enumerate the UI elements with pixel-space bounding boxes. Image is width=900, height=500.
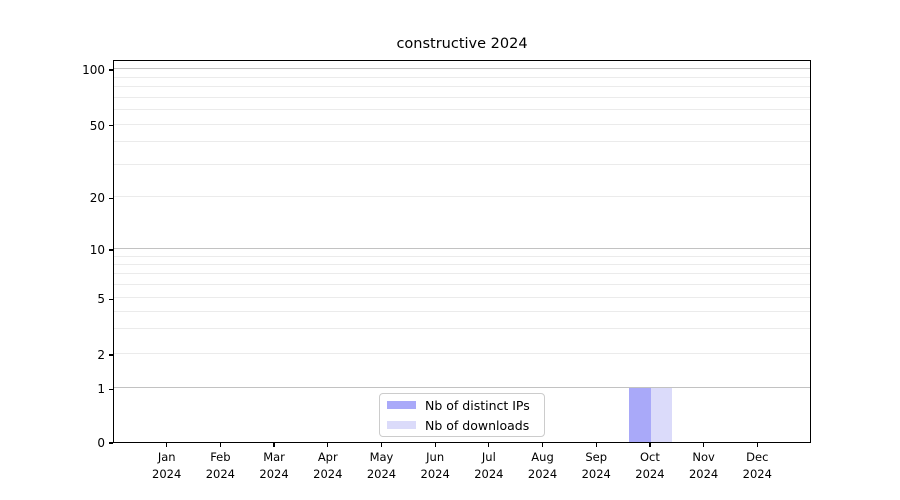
x-tick-mark <box>649 443 651 447</box>
x-tick-label-line: 2024 <box>742 466 772 481</box>
y-gridline-major <box>114 387 810 389</box>
x-tick-label-line: 2024 <box>474 466 504 481</box>
x-tick-label-line: Jan <box>157 450 176 464</box>
y-tick-label: 0 <box>97 436 105 450</box>
y-gridline-minor <box>114 310 810 312</box>
x-tick-label-line: May <box>369 450 394 464</box>
y-gridline-major <box>114 68 810 69</box>
y-tick-mark <box>109 298 113 300</box>
legend-label-distinct-ips: Nb of distinct IPs <box>425 397 530 413</box>
y-gridline-minor <box>114 96 810 98</box>
x-tick-label-line: Feb <box>210 450 231 464</box>
y-tick-label: 100 <box>82 62 105 77</box>
x-tick-label: Feb 2024 <box>188 449 252 482</box>
y-gridline-minor <box>114 284 810 286</box>
y-gridline-minor <box>114 123 810 125</box>
x-tick-mark <box>380 443 383 447</box>
y-gridline-minor <box>114 255 810 257</box>
x-tick-label-line: 2024 <box>152 466 182 481</box>
y-tick-label: 10 <box>89 243 105 257</box>
x-tick-label-line: Mar <box>263 450 285 464</box>
y-gridline-minor <box>114 328 810 330</box>
y-tick-label: 50 <box>89 118 105 133</box>
x-tick-label-line: Aug <box>531 450 554 464</box>
x-tick-mark <box>434 443 436 447</box>
x-tick-label: May 2024 <box>349 449 413 482</box>
x-tick-label-line: 2024 <box>205 466 236 481</box>
y-tick-label: 1 <box>97 382 105 397</box>
y-gridline-minor <box>114 141 810 143</box>
x-tick-label: Apr 2024 <box>296 449 360 482</box>
y-tick-mark <box>109 388 113 390</box>
x-tick-mark <box>273 443 275 447</box>
y-tick-mark <box>109 354 113 356</box>
y-tick-label: 20 <box>89 191 105 206</box>
x-tick-label-line: 2024 <box>366 466 397 481</box>
x-tick-label-line: 2024 <box>581 466 611 481</box>
bar-downloads <box>650 388 673 442</box>
x-tick-label: Jan 2024 <box>135 449 199 482</box>
x-tick-label-line: Oct <box>639 450 660 464</box>
x-tick-label: Oct 2024 <box>618 449 682 482</box>
x-tick-label-line: 2024 <box>635 466 665 481</box>
x-tick-label-line: Dec <box>746 450 769 464</box>
x-tick-label-line: 2024 <box>527 466 558 481</box>
x-tick-label: Jun 2024 <box>403 449 467 482</box>
y-gridline-major <box>114 248 810 250</box>
y-gridline-minor <box>114 85 810 87</box>
legend-swatch-downloads-icon <box>387 421 416 429</box>
x-tick-label-line: Jul <box>481 450 496 464</box>
legend-item-downloads: Nb of downloads <box>387 418 544 433</box>
y-gridline-minor <box>114 109 810 111</box>
x-tick-label: Jul 2024 <box>457 449 521 482</box>
plot-area <box>113 60 811 443</box>
x-tick-label: Mar 2024 <box>242 449 306 482</box>
x-tick-mark <box>595 443 597 447</box>
y-gridline-minor <box>114 76 810 78</box>
x-tick-mark <box>703 443 705 447</box>
x-tick-mark <box>166 443 168 447</box>
x-tick-mark <box>219 443 221 447</box>
y-tick-label: 5 <box>97 292 105 307</box>
y-tick-mark <box>109 125 113 127</box>
y-tick-mark <box>109 69 113 71</box>
y-tick-label: 2 <box>97 347 105 362</box>
legend-swatch-distinct-ips-icon <box>387 401 416 409</box>
legend-label-downloads: Nb of downloads <box>425 417 530 433</box>
x-tick-label-line: Jun <box>426 450 445 464</box>
x-tick-label-line: Nov <box>692 450 715 464</box>
x-tick-label: Sep 2024 <box>564 449 628 482</box>
x-tick-label-line: 2024 <box>420 466 450 481</box>
x-tick-label-line: 2024 <box>259 466 289 481</box>
x-tick-label: Aug 2024 <box>511 449 575 482</box>
x-tick-label: Dec 2024 <box>725 449 789 482</box>
y-tick-mark <box>109 197 113 199</box>
x-tick-label-line: 2024 <box>313 466 343 481</box>
x-tick-mark <box>756 443 758 447</box>
y-tick-mark <box>109 442 113 444</box>
chart-title: constructive 2024 <box>396 36 528 52</box>
x-tick-label-line: Apr <box>317 450 338 464</box>
x-tick-label-line: Sep <box>585 450 608 464</box>
x-tick-mark <box>541 443 544 447</box>
y-gridline-minor <box>114 196 810 198</box>
bar-distinct-ips <box>629 388 651 442</box>
y-gridline-minor <box>114 263 810 265</box>
y-gridline-minor <box>114 164 810 166</box>
y-gridline-minor <box>114 297 810 299</box>
y-tick-mark <box>109 249 113 251</box>
x-tick-label-line: 2024 <box>688 466 719 481</box>
x-tick-mark <box>327 443 329 447</box>
legend-item-distinct-ips: Nb of distinct IPs <box>387 398 544 413</box>
legend: Nb of distinct IPs Nb of downloads <box>379 393 545 437</box>
x-tick-mark <box>488 443 490 447</box>
y-gridline-minor <box>114 353 810 354</box>
y-gridline-minor <box>114 273 810 275</box>
x-tick-label: Nov 2024 <box>672 449 736 482</box>
